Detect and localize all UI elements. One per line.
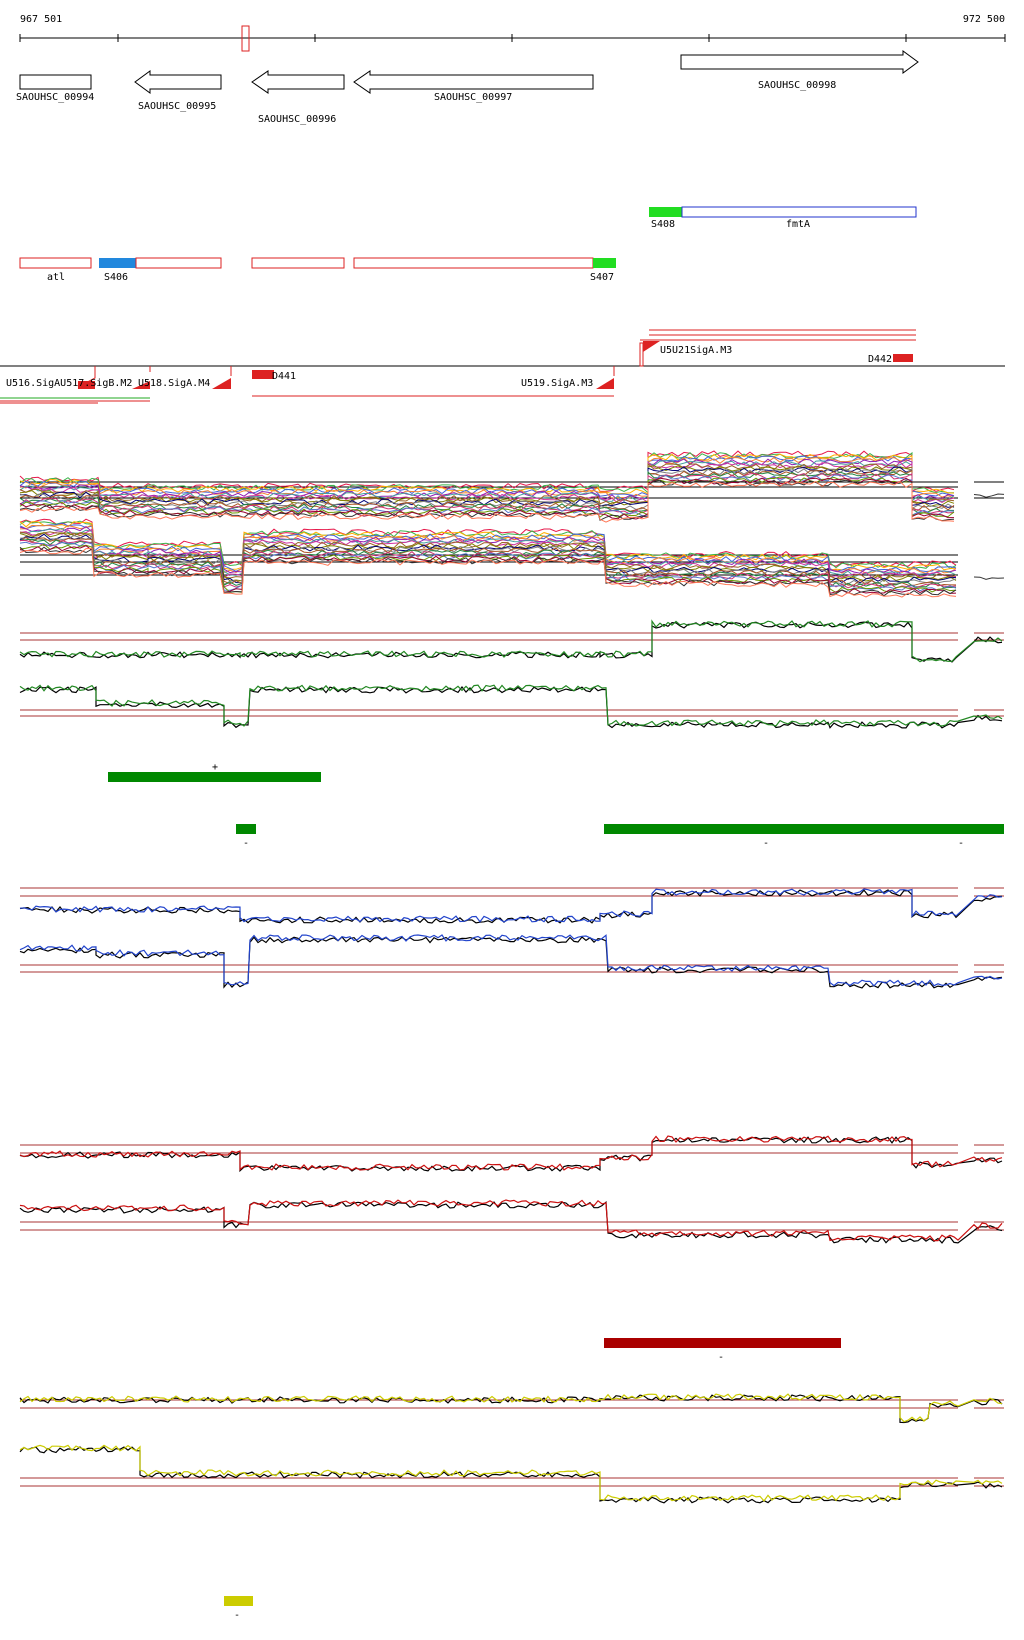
feature-s408-label: S408	[651, 219, 675, 230]
condition-profile-line	[19, 466, 955, 508]
segment-track-yellow: -	[224, 1596, 253, 1621]
condition-profile-line	[19, 468, 955, 510]
feature-fmta[interactable]	[681, 206, 917, 218]
ruler: 967 501 972 500	[19, 14, 1006, 52]
profile-line-condition	[19, 684, 1003, 727]
promoter-u519-label: U519.SigA.M3	[521, 378, 593, 389]
red-expression-track	[19, 1135, 1004, 1244]
feature-track: S408 fmtA atl S406 S407	[19, 206, 917, 283]
condition-profile-line	[19, 520, 957, 570]
profile-line-condition	[19, 934, 1003, 987]
condition-profile-line	[19, 453, 955, 495]
condition-profile-line	[973, 576, 1005, 580]
gene-label: SAOUHSC_00998	[758, 80, 836, 91]
profile-line-condition	[19, 1444, 1003, 1502]
gene-saouhsc-00996[interactable]: SAOUHSC_00996	[251, 70, 345, 125]
profile-line-control	[19, 686, 1003, 729]
segment-green-minus[interactable]	[236, 824, 256, 834]
condition-profile-line	[19, 531, 957, 581]
green-expression-track	[19, 619, 1004, 729]
promoter-u516-label: U516.SigAU517.SigB.M2	[6, 378, 132, 389]
profile-line-condition	[19, 1135, 1003, 1171]
segment-yellow-minus[interactable]	[224, 1596, 253, 1606]
profile-line-condition	[19, 888, 1003, 923]
gene-label: SAOUHSC_00995	[138, 101, 216, 112]
feature-s407[interactable]	[593, 258, 616, 268]
gene-saouhsc-00995[interactable]: SAOUHSC_00995	[134, 70, 222, 112]
gene-label: SAOUHSC_00996	[258, 114, 336, 125]
gene-label: SAOUHSC_00997	[434, 92, 512, 103]
profile-line-control	[19, 1446, 1003, 1504]
promoter-u520-label: U5U21SigA.M3	[660, 345, 732, 356]
condition-profile-line	[19, 479, 955, 522]
feature-s407-label: S407	[590, 272, 614, 283]
feature-atl-label: atl	[47, 272, 65, 283]
multi-condition-expression-track	[19, 450, 1005, 598]
ruler-position-marker[interactable]	[241, 25, 250, 52]
condition-profile-line	[19, 458, 955, 501]
yellow-expression-track	[19, 1393, 1004, 1504]
promoter-u518-label: U518.SigA.M4	[138, 378, 210, 389]
ruler-start-label: 967 501	[20, 14, 62, 25]
gene-saouhsc-00997[interactable]: SAOUHSC_00997	[353, 70, 594, 103]
profile-line-control	[19, 889, 1003, 924]
profile-line-condition	[19, 619, 1003, 663]
feature-atl[interactable]	[19, 257, 92, 269]
segment-red-minus[interactable]	[604, 1338, 841, 1348]
feature-s408[interactable]	[649, 207, 682, 217]
condition-profile-line	[973, 493, 1005, 498]
promoter-d441[interactable]	[252, 370, 274, 379]
condition-profile-line	[19, 545, 957, 594]
profile-line-condition	[19, 1199, 1003, 1242]
segment-green-minus-mark: -	[243, 838, 249, 849]
condition-profile-line	[19, 536, 956, 587]
gene-track: SAOUHSC_00994 SAOUHSC_00995 SAOUHSC_0099…	[16, 50, 919, 125]
condition-profile-line	[19, 477, 954, 520]
promoter-d441-label: D441	[272, 371, 296, 382]
gene-saouhsc-00994[interactable]: SAOUHSC_00994	[16, 74, 94, 103]
feature-fmta-label: fmtA	[786, 219, 810, 230]
segment-green-minus-mark: -	[763, 838, 769, 849]
profile-line-control	[19, 936, 1003, 989]
promoter-d442[interactable]	[893, 354, 913, 362]
condition-profile-line	[19, 547, 957, 598]
ruler-end-label: 972 500	[963, 14, 1005, 25]
feature-block[interactable]	[251, 257, 345, 269]
segment-yellow-minus-mark: -	[234, 1610, 240, 1621]
feature-block[interactable]	[135, 257, 222, 269]
gene-saouhsc-00998[interactable]: SAOUHSC_00998	[680, 50, 919, 91]
segment-track-red: -	[604, 1338, 841, 1363]
segment-green-plus-mark: +	[212, 762, 218, 773]
feature-s406-label: S406	[104, 272, 128, 283]
condition-profile-line	[19, 538, 957, 589]
promoter-d442-label: D442	[868, 354, 892, 365]
segment-green-minus-mark: -	[958, 838, 964, 849]
blue-expression-track	[19, 887, 1004, 989]
segment-green-minus[interactable]	[604, 824, 1004, 834]
segment-red-minus-mark: -	[718, 1352, 724, 1363]
profile-line-condition	[19, 1393, 1003, 1423]
condition-profile-line	[20, 539, 957, 590]
feature-block[interactable]	[353, 257, 594, 269]
segment-track-green: + - - -	[108, 762, 1004, 849]
condition-profile-line	[19, 455, 955, 497]
condition-profile-line	[19, 528, 957, 579]
condition-profile-line	[19, 524, 957, 574]
condition-profile-line	[19, 462, 955, 505]
condition-profile-line	[19, 522, 957, 573]
condition-profile-line	[19, 521, 957, 571]
condition-profile-line	[19, 480, 955, 523]
segment-green-plus[interactable]	[108, 772, 321, 782]
promoter-track: U5U21SigA.M3 D442 D441 U516.SigAU517.Sig…	[0, 329, 1005, 404]
feature-s406[interactable]	[99, 258, 136, 268]
gene-label: SAOUHSC_00994	[16, 92, 94, 103]
